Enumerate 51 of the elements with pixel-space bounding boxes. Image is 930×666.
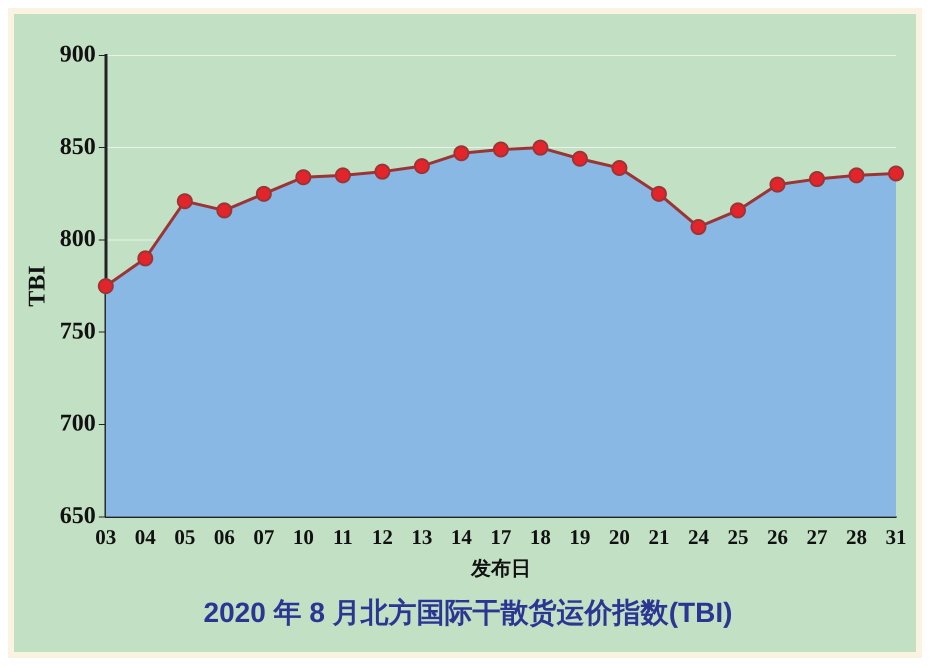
x-tick-label: 27 — [806, 524, 828, 549]
point — [414, 158, 430, 174]
point — [808, 171, 825, 188]
point — [769, 176, 786, 193]
x-tick-label: 03 — [95, 524, 116, 549]
x-tick-label: 07 — [253, 524, 274, 549]
point — [690, 219, 706, 236]
y-axis-title: TBI — [24, 265, 51, 307]
x-tick-label: 06 — [214, 524, 235, 549]
x-tick-label: 28 — [846, 524, 867, 549]
x-tick-label: 10 — [292, 524, 314, 549]
x-tick-label: 11 — [332, 524, 353, 549]
x-tick-label: 26 — [766, 524, 788, 549]
x-tick-label: 04 — [134, 524, 156, 549]
point — [650, 186, 667, 202]
point — [730, 202, 746, 218]
point — [492, 142, 509, 158]
x-tick-label: 20 — [608, 524, 630, 549]
point — [295, 169, 312, 186]
y-tick-label: 850 — [60, 134, 96, 160]
point — [256, 186, 272, 202]
x-tick-label: 12 — [372, 524, 393, 549]
point — [611, 160, 628, 176]
point — [216, 202, 232, 218]
y-tick-label: 750 — [60, 318, 96, 344]
x-tick-label: 05 — [174, 524, 196, 549]
x-tick-label: 17 — [490, 524, 512, 549]
x-axis-title: 发布日 — [470, 556, 531, 580]
point — [137, 250, 154, 266]
point — [334, 167, 351, 184]
x-tick-label: 24 — [688, 524, 710, 549]
y-tick-label: 900 — [60, 42, 96, 68]
x-tick-label: 18 — [530, 524, 551, 549]
y-tick-label: 800 — [60, 226, 96, 252]
y-tick-label: 700 — [60, 410, 96, 437]
point — [572, 150, 588, 167]
point — [453, 145, 470, 162]
x-tick-label: 14 — [450, 524, 472, 549]
text: 2020 年 8 月北方国际干散货运价指数(TBI) — [202, 596, 734, 630]
point — [888, 166, 904, 182]
point — [374, 164, 390, 180]
point — [532, 140, 548, 156]
point — [176, 193, 193, 210]
x-tick-label: 19 — [569, 524, 590, 549]
x-tick-label: 21 — [648, 524, 670, 549]
x-tick-label: 13 — [411, 524, 432, 549]
point — [98, 278, 114, 294]
point — [848, 167, 864, 184]
y-tick-label: 650 — [60, 503, 96, 530]
x-tick-label: 25 — [727, 524, 748, 549]
x-tick-label: 31 — [886, 524, 906, 549]
